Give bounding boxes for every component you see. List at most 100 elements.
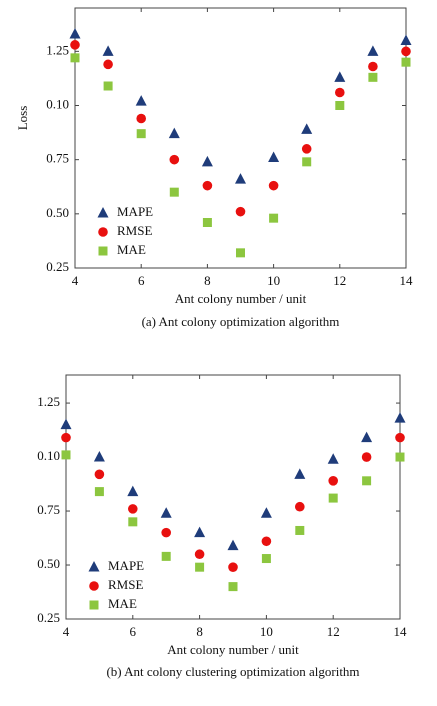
legend-label: MAPE [108, 558, 144, 573]
data-point [335, 101, 345, 110]
data-point [161, 551, 171, 561]
data-point [202, 218, 212, 227]
data-point [268, 180, 279, 191]
data-point [60, 418, 72, 430]
data-point [361, 431, 373, 443]
plot-frame [74, 7, 407, 269]
data-point [136, 113, 146, 124]
legend-label: MAE [108, 596, 137, 611]
y-axis-label: Loss [15, 106, 30, 131]
legend-label: MAE [117, 242, 146, 257]
data-point [394, 412, 406, 423]
legend-marker [98, 227, 108, 237]
data-point [194, 526, 206, 538]
x-tick-label: 14 [400, 273, 414, 288]
data-point [136, 129, 146, 139]
data-point [362, 476, 372, 486]
data-point [169, 187, 179, 197]
data-point [228, 562, 238, 572]
data-point [102, 45, 114, 56]
data-point [94, 487, 104, 497]
data-point [103, 81, 113, 91]
y-tick-label: 0.50 [37, 556, 60, 571]
data-point [160, 507, 172, 518]
data-point [70, 53, 80, 63]
data-point [295, 525, 305, 535]
data-point [368, 61, 378, 72]
data-point [295, 501, 305, 512]
plot-frame [65, 374, 401, 620]
data-point [401, 57, 411, 67]
x-tick-label: 6 [130, 624, 137, 639]
data-point [61, 432, 71, 443]
data-point [327, 453, 339, 464]
data-point [395, 452, 405, 462]
data-point [301, 144, 312, 154]
x-tick-label: 8 [196, 624, 203, 639]
data-point [294, 468, 306, 479]
y-tick-label: 0.25 [37, 610, 60, 625]
data-point [94, 469, 105, 480]
data-point [201, 155, 213, 167]
data-point [260, 507, 272, 518]
x-tick-label: 6 [138, 273, 145, 288]
data-point [61, 450, 71, 460]
data-point [228, 582, 238, 592]
data-point [69, 28, 81, 39]
data-point [194, 549, 205, 560]
y-tick-label: 1.25 [37, 394, 60, 409]
legend-marker [97, 207, 109, 218]
data-point [302, 157, 312, 167]
data-point [368, 72, 378, 82]
data-point [301, 123, 313, 134]
y-tick-label: 0.75 [37, 502, 60, 517]
legend-label: RMSE [117, 223, 152, 238]
y-tick-label: 1.25 [46, 42, 69, 57]
legend-marker [89, 600, 99, 610]
y-tick-label: 0.50 [46, 205, 69, 220]
legend-label: MAPE [117, 204, 153, 219]
data-point [334, 71, 346, 82]
data-point [367, 45, 379, 56]
x-tick-label: 12 [327, 624, 340, 639]
x-tick-label: 10 [260, 624, 273, 639]
x-axis-label: Ant colony number / unit [175, 291, 307, 306]
data-point [103, 59, 113, 70]
legend-label: RMSE [108, 577, 143, 592]
data-point [395, 432, 405, 443]
y-tick-label: 0.10 [46, 96, 69, 111]
legend-marker [89, 581, 99, 591]
data-point [169, 154, 180, 165]
data-point [328, 493, 338, 503]
y-tick-label: 0.25 [46, 259, 69, 274]
data-point [128, 517, 138, 527]
data-point [70, 40, 80, 50]
data-point [127, 485, 139, 497]
legend-marker [98, 246, 108, 256]
x-tick-label: 4 [63, 624, 70, 639]
data-point [261, 536, 272, 547]
data-point [361, 452, 372, 462]
x-tick-label: 4 [72, 273, 79, 288]
data-point [401, 46, 411, 57]
data-point [128, 504, 138, 514]
data-point [328, 476, 339, 486]
data-point [261, 554, 271, 564]
data-point [235, 206, 246, 217]
data-point [227, 539, 239, 551]
legend-marker [88, 561, 100, 572]
caption: (a) Ant colony optimization algorithm [142, 314, 340, 329]
x-tick-label: 12 [333, 273, 346, 288]
data-point [268, 151, 280, 162]
data-point [235, 173, 246, 184]
data-point [335, 87, 345, 98]
y-tick-label: 0.10 [37, 448, 60, 463]
x-tick-label: 8 [204, 273, 211, 288]
data-point [195, 562, 205, 572]
data-point [236, 248, 245, 258]
x-tick-label: 10 [267, 273, 280, 288]
data-point [202, 180, 213, 191]
x-tick-label: 14 [394, 624, 408, 639]
